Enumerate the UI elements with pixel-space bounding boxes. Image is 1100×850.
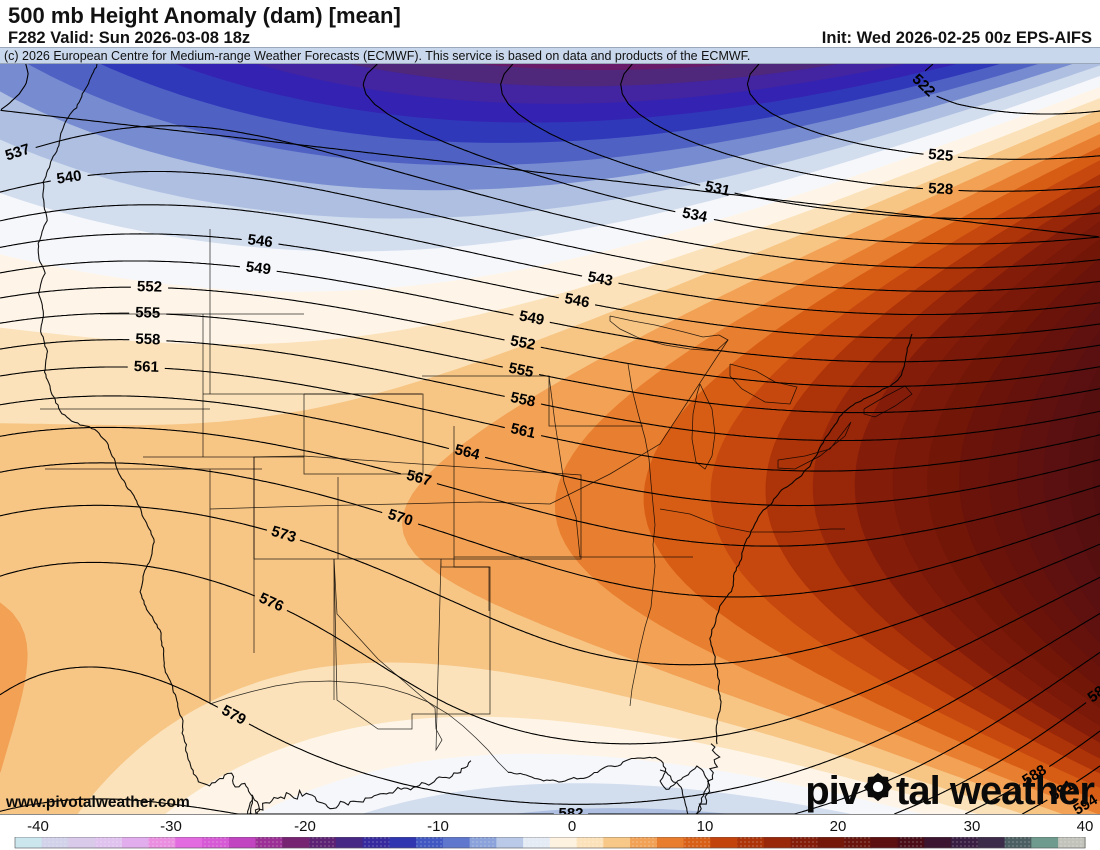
svg-text:546: 546 bbox=[247, 231, 274, 251]
svg-text:558: 558 bbox=[135, 331, 161, 349]
svg-text:561: 561 bbox=[134, 358, 160, 376]
svg-text:552: 552 bbox=[137, 278, 162, 296]
svg-text:540: 540 bbox=[55, 167, 82, 187]
svg-text:555: 555 bbox=[135, 304, 160, 322]
svg-text:582: 582 bbox=[558, 805, 583, 814]
svg-text:525: 525 bbox=[928, 146, 954, 165]
svg-text:549: 549 bbox=[245, 258, 272, 278]
svg-text:528: 528 bbox=[928, 180, 954, 198]
